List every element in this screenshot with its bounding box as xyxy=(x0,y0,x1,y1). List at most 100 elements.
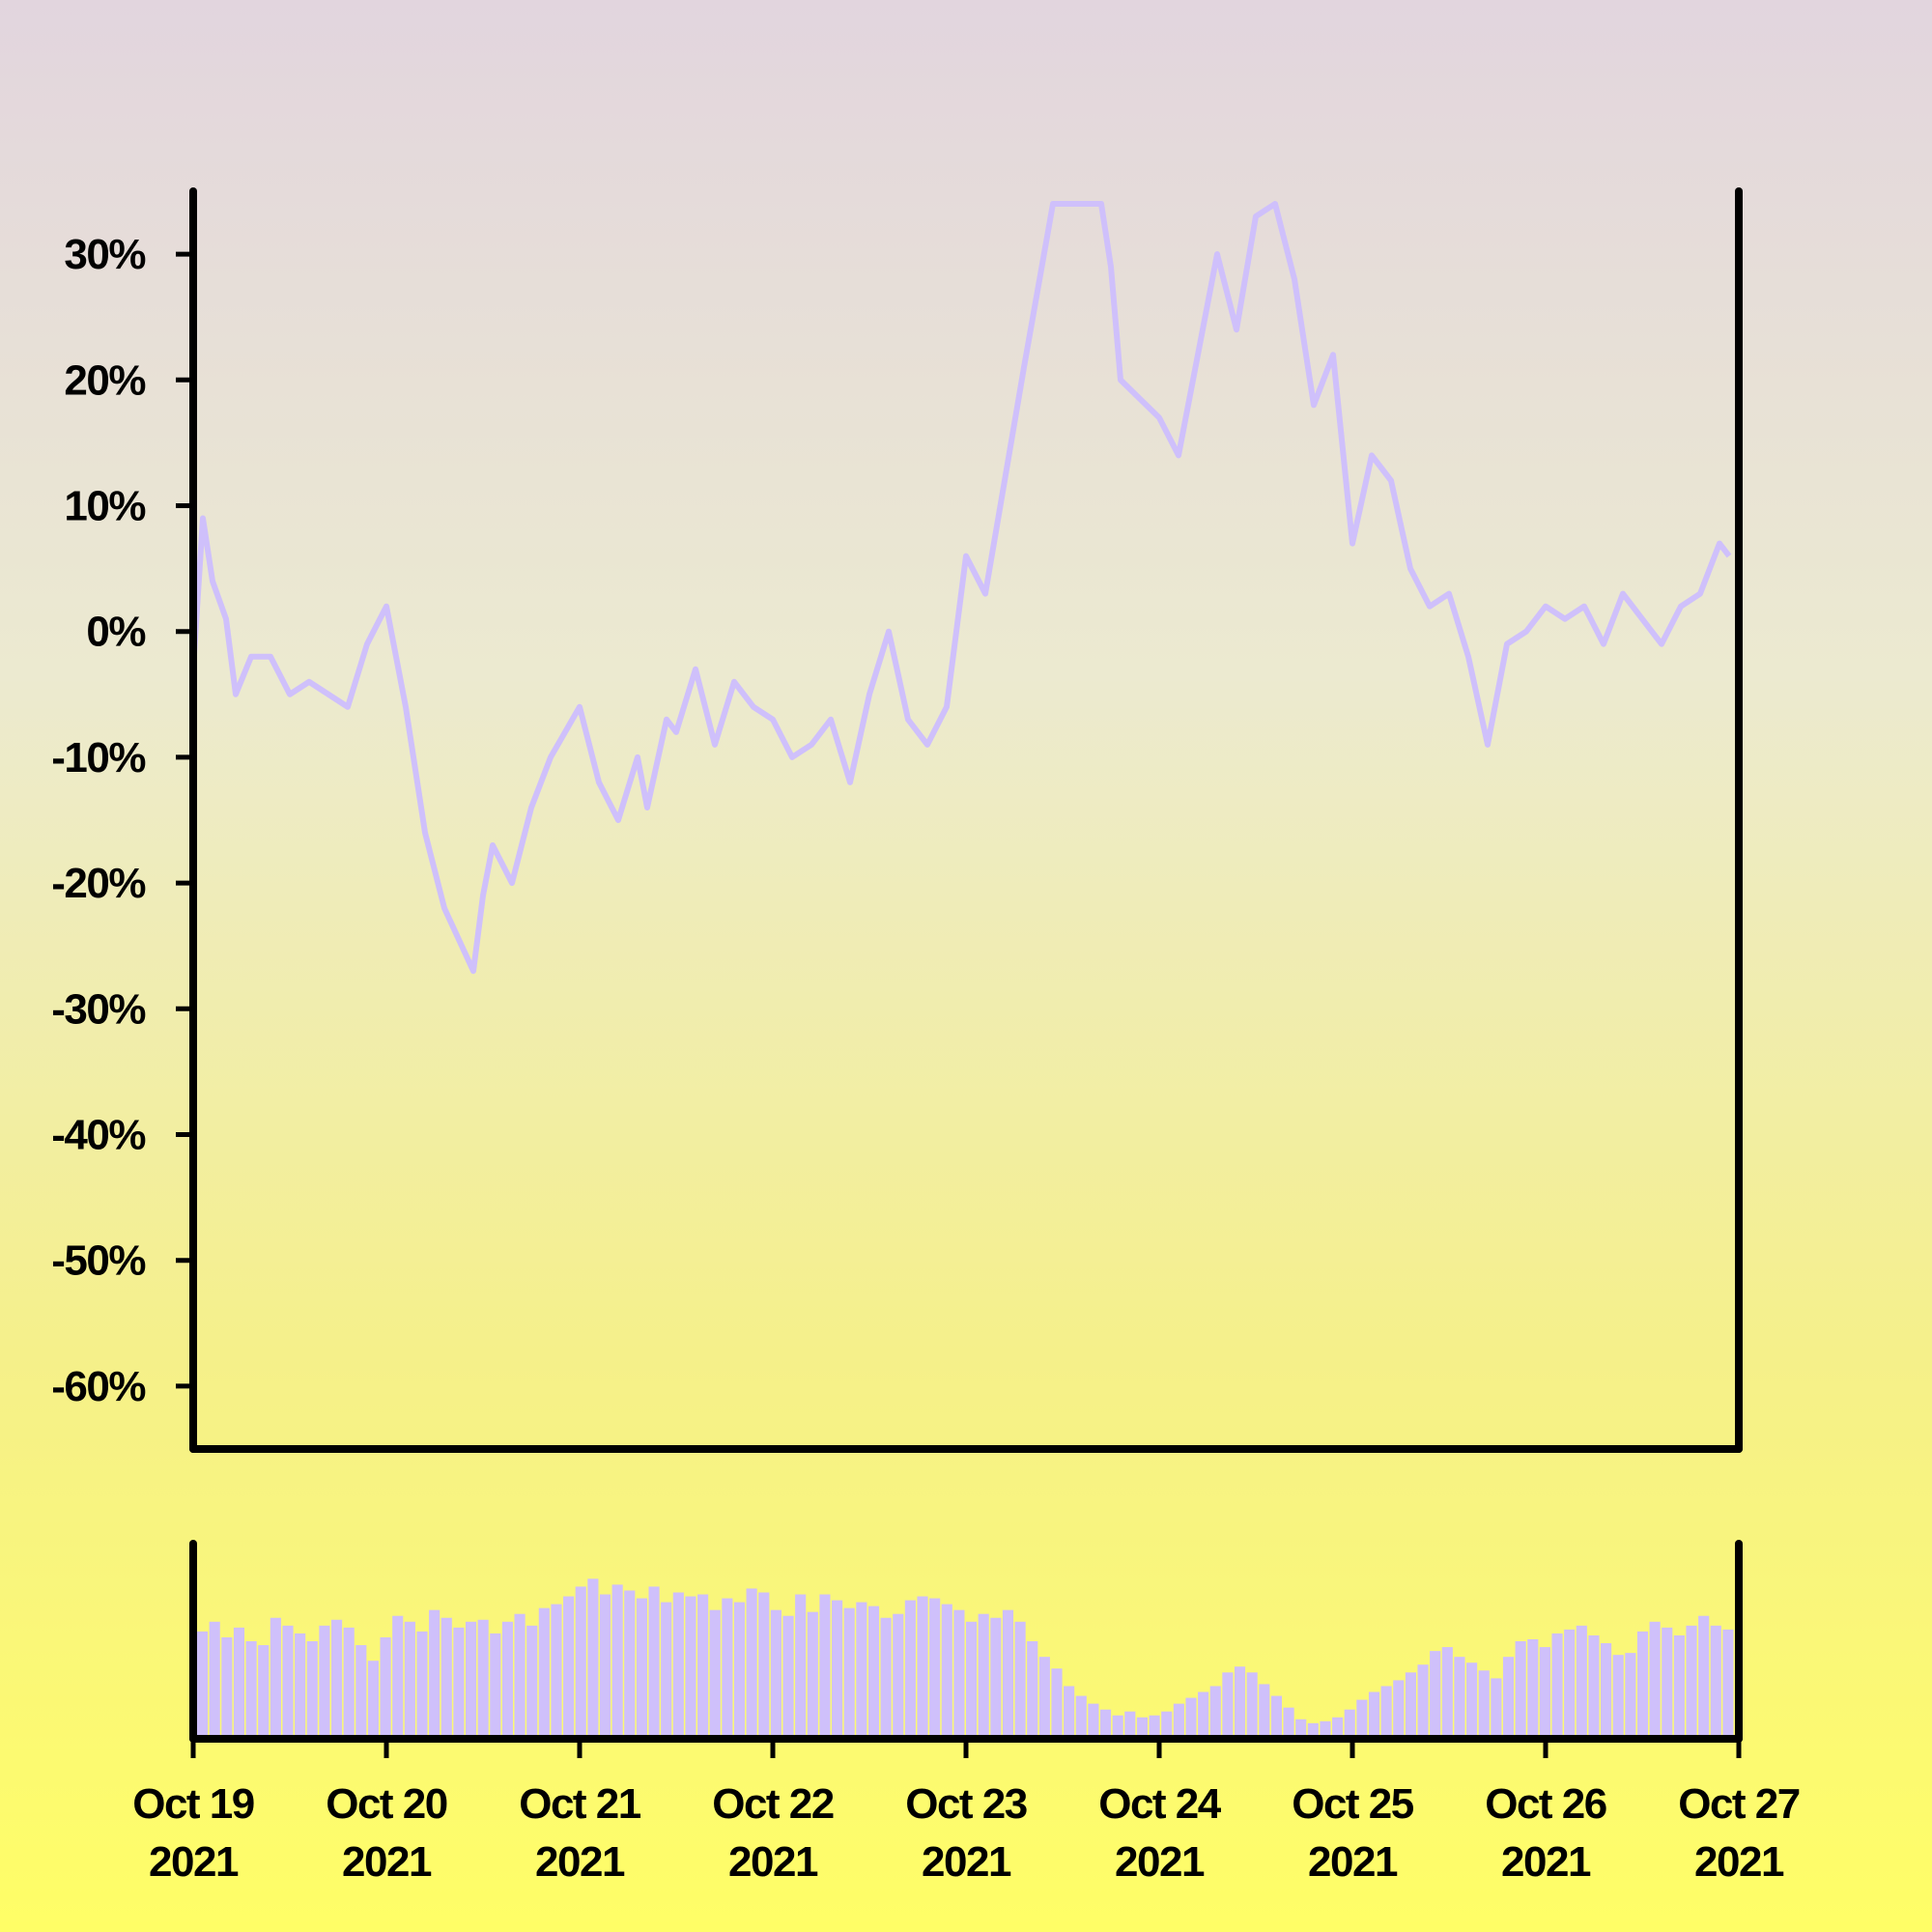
y-tick-label: -10% xyxy=(51,734,145,781)
volume-bar xyxy=(526,1625,538,1739)
volume-bar xyxy=(893,1613,904,1739)
volume-bar xyxy=(587,1578,599,1739)
volume-bar xyxy=(1588,1634,1600,1739)
volume-bar xyxy=(672,1592,684,1739)
volume-bar xyxy=(440,1617,452,1739)
volume-bar xyxy=(1038,1657,1050,1739)
volume-bar xyxy=(416,1631,428,1739)
volume-bar xyxy=(404,1621,415,1739)
volume-bar xyxy=(953,1609,965,1739)
volume-bar xyxy=(978,1613,989,1739)
volume-bar xyxy=(1064,1686,1075,1739)
volume-bar xyxy=(1393,1680,1405,1739)
volume-bar xyxy=(392,1615,404,1739)
volume-bar xyxy=(380,1636,391,1739)
volume-bar xyxy=(1710,1625,1721,1739)
volume-bar xyxy=(501,1621,513,1739)
volume-bar xyxy=(1368,1691,1380,1739)
volume-bar xyxy=(661,1602,672,1739)
volume-bar xyxy=(258,1645,270,1739)
volume-bar xyxy=(1295,1719,1307,1739)
x-tick-label-date: Oct 25 xyxy=(1292,1780,1414,1828)
volume-bar xyxy=(1259,1684,1270,1739)
volume-bar xyxy=(1417,1664,1429,1739)
volume-bar xyxy=(306,1641,318,1739)
volume-bar xyxy=(1454,1657,1465,1739)
volume-bar xyxy=(1502,1657,1515,1739)
volume-bar xyxy=(563,1596,575,1739)
x-tick-label-year: 2021 xyxy=(922,1838,1011,1886)
y-tick-label: 30% xyxy=(64,231,145,278)
volume-bar xyxy=(1686,1625,1697,1739)
x-tick-label-year: 2021 xyxy=(1308,1838,1398,1886)
volume-bar xyxy=(1356,1699,1368,1739)
volume-bar xyxy=(1441,1647,1453,1739)
volume-bar xyxy=(1075,1695,1087,1739)
volume-bar xyxy=(782,1615,794,1739)
volume-bar xyxy=(1307,1722,1319,1739)
volume-bar xyxy=(1662,1627,1673,1739)
volume-bar xyxy=(282,1625,294,1739)
volume-bar xyxy=(1576,1625,1587,1739)
volume-bar xyxy=(758,1592,770,1739)
y-tick-label: -40% xyxy=(51,1112,145,1159)
x-tick-label-date: Oct 24 xyxy=(1098,1780,1222,1828)
x-tick-label-date: Oct 26 xyxy=(1485,1780,1606,1828)
volume-bar xyxy=(1332,1717,1344,1739)
volume-bar xyxy=(1649,1621,1661,1739)
volume-bar xyxy=(1173,1703,1184,1739)
volume-bar xyxy=(1344,1709,1355,1739)
x-tick-label-date: Oct 19 xyxy=(132,1780,254,1828)
volume-bars xyxy=(197,1578,1734,1739)
volume-bar xyxy=(904,1600,916,1739)
volume-bar xyxy=(1430,1651,1441,1739)
x-axis-ticks: Oct 19 2021 Oct 20 2021 Oct 21 2021 Oct 22 2021… xyxy=(132,1739,1801,1886)
y-tick-label: -50% xyxy=(51,1237,145,1285)
volume-bar xyxy=(685,1596,696,1739)
volume-bar xyxy=(538,1607,550,1739)
volume-bar xyxy=(233,1627,245,1739)
volume-bar xyxy=(917,1596,928,1739)
volume-bar xyxy=(295,1633,306,1739)
volume-bar xyxy=(221,1636,233,1739)
volume-bar xyxy=(1270,1695,1282,1739)
x-tick-label-date: Oct 22 xyxy=(712,1780,834,1828)
volume-bar xyxy=(1466,1662,1478,1739)
volume-bar xyxy=(245,1641,257,1739)
volume-bar xyxy=(1014,1621,1026,1739)
volume-bar xyxy=(807,1611,818,1739)
volume-bar xyxy=(1198,1691,1209,1739)
volume-bar xyxy=(624,1590,636,1739)
volume-bar xyxy=(330,1619,343,1739)
volume-bar xyxy=(1673,1634,1685,1739)
volume-bar xyxy=(1380,1686,1392,1739)
volume-bar xyxy=(1625,1653,1636,1739)
volume-bar xyxy=(990,1617,1002,1739)
x-tick-label-year: 2021 xyxy=(342,1838,432,1886)
volume-bar xyxy=(733,1602,746,1739)
volume-bar xyxy=(465,1621,477,1739)
volume-bar xyxy=(1320,1720,1331,1739)
x-tick-label-year: 2021 xyxy=(1115,1838,1205,1886)
price-panel-frame xyxy=(189,187,1743,1453)
volume-bar xyxy=(355,1645,367,1739)
volume-bar xyxy=(1539,1647,1550,1739)
price-panel: 30% 20% 10% 0% -10% -20% -30% -40% -50% -60% xyxy=(51,187,1743,1453)
series-line xyxy=(190,201,1732,975)
volume-bar xyxy=(270,1617,281,1739)
volume-bar xyxy=(1149,1715,1160,1739)
y-tick-label: -60% xyxy=(51,1363,145,1410)
volume-bar xyxy=(856,1602,867,1739)
volume-bar xyxy=(1612,1655,1624,1739)
volume-bar xyxy=(1636,1631,1649,1739)
volume-bar xyxy=(1564,1629,1576,1739)
volume-bar xyxy=(843,1607,855,1739)
volume-bar xyxy=(867,1605,880,1739)
volume-bar xyxy=(1478,1670,1490,1739)
volume-bar xyxy=(599,1594,611,1739)
volume-bar xyxy=(1601,1643,1612,1739)
volume-bar xyxy=(1491,1678,1502,1739)
volume-bar xyxy=(611,1584,623,1739)
volume-bar xyxy=(367,1661,380,1739)
volume-bar xyxy=(722,1598,733,1739)
